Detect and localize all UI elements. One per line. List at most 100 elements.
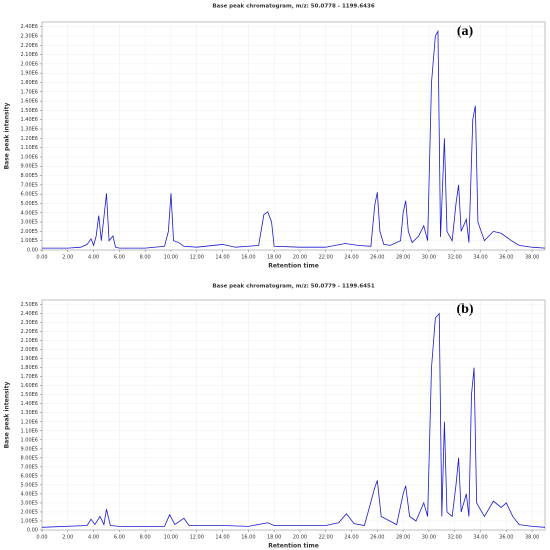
y-tick-label: 0.00 bbox=[27, 248, 38, 254]
y-tick-label: 3.00E5 bbox=[21, 500, 38, 506]
x-tick-label: 30.00 bbox=[422, 535, 436, 541]
y-tick-label: 2.50E6 bbox=[21, 302, 38, 308]
y-tick-label: 1.30E6 bbox=[21, 127, 38, 133]
x-tick-label: 2.00 bbox=[62, 535, 73, 541]
x-tick-label: 36.00 bbox=[499, 535, 513, 541]
y-tick-label: 1.40E6 bbox=[21, 117, 38, 123]
x-tick-label: 6.00 bbox=[114, 255, 125, 261]
y-tick-label: 1.10E6 bbox=[21, 145, 38, 151]
y-tick-label: 1.10E6 bbox=[21, 428, 38, 434]
y-tick-label: 2.40E6 bbox=[21, 311, 38, 317]
chart-title: Base peak chromatogram, m/z: 50.0778 - 1… bbox=[212, 4, 374, 10]
y-axis-label: Base peak intensity bbox=[4, 382, 11, 449]
x-tick-label: 20.00 bbox=[293, 535, 307, 541]
y-tick-label: 5.00E5 bbox=[21, 482, 38, 488]
y-tick-label: 2.20E6 bbox=[21, 329, 38, 335]
x-tick-label: 28.00 bbox=[396, 255, 410, 261]
y-tick-label: 1.60E6 bbox=[21, 383, 38, 389]
y-tick-label: 0.00 bbox=[27, 528, 38, 534]
y-tick-label: 1.90E6 bbox=[21, 356, 38, 362]
y-tick-label: 7.00E5 bbox=[21, 182, 38, 188]
y-tick-label: 1.80E6 bbox=[21, 365, 38, 371]
x-tick-label: 2.00 bbox=[62, 255, 73, 261]
y-tick-label: 2.10E6 bbox=[21, 338, 38, 344]
y-tick-label: 1.80E6 bbox=[21, 80, 38, 86]
y-tick-label: 2.00E6 bbox=[21, 347, 38, 353]
y-tick-label: 1.00E6 bbox=[21, 154, 38, 160]
y-tick-label: 2.10E6 bbox=[21, 52, 38, 58]
x-tick-label: 24.00 bbox=[344, 535, 358, 541]
y-tick-label: 2.30E6 bbox=[21, 320, 38, 326]
y-tick-label: 1.70E6 bbox=[21, 374, 38, 380]
x-tick-label: 0.00 bbox=[36, 255, 47, 261]
y-tick-label: 1.50E6 bbox=[21, 108, 38, 114]
x-tick-label: 18.00 bbox=[267, 535, 281, 541]
x-tick-label: 32.00 bbox=[448, 255, 462, 261]
y-tick-label: 3.00E5 bbox=[21, 220, 38, 226]
x-tick-label: 8.00 bbox=[140, 535, 151, 541]
x-tick-label: 32.00 bbox=[448, 535, 462, 541]
x-tick-label: 18.00 bbox=[267, 255, 281, 261]
y-tick-label: 1.20E6 bbox=[21, 419, 38, 425]
y-tick-label: 2.30E6 bbox=[21, 33, 38, 39]
x-tick-label: 22.00 bbox=[319, 255, 333, 261]
x-tick-label: 12.00 bbox=[190, 255, 204, 261]
y-tick-label: 1.40E6 bbox=[21, 401, 38, 407]
x-tick-label: 16.00 bbox=[241, 255, 255, 261]
y-tick-label: 1.00E5 bbox=[21, 238, 38, 244]
y-tick-label: 8.00E5 bbox=[21, 173, 38, 179]
x-tick-label: 34.00 bbox=[473, 535, 487, 541]
y-tick-label: 9.00E5 bbox=[21, 446, 38, 452]
y-tick-label: 6.00E5 bbox=[21, 192, 38, 198]
y-axis-label: Base peak intensity bbox=[4, 103, 11, 170]
x-tick-label: 22.00 bbox=[319, 535, 333, 541]
y-tick-label: 1.20E6 bbox=[21, 136, 38, 142]
y-tick-label: 1.50E6 bbox=[21, 392, 38, 398]
y-tick-label: 7.00E5 bbox=[21, 464, 38, 470]
x-tick-label: 8.00 bbox=[140, 255, 151, 261]
x-tick-label: 38.00 bbox=[525, 255, 539, 261]
x-tick-label: 14.00 bbox=[215, 255, 229, 261]
x-tick-label: 26.00 bbox=[370, 535, 384, 541]
x-tick-label: 6.00 bbox=[114, 535, 125, 541]
y-tick-label: 9.00E5 bbox=[21, 164, 38, 170]
x-tick-label: 30.00 bbox=[422, 255, 436, 261]
chromatogram-line bbox=[41, 312, 546, 528]
y-tick-label: 1.90E6 bbox=[21, 71, 38, 77]
panel-label: (a) bbox=[457, 24, 474, 39]
y-tick-label: 8.00E5 bbox=[21, 455, 38, 461]
y-tick-label: 2.00E5 bbox=[21, 509, 38, 515]
x-tick-label: 38.00 bbox=[525, 535, 539, 541]
y-tick-label: 1.00E5 bbox=[21, 518, 38, 524]
y-tick-label: 4.00E5 bbox=[21, 210, 38, 216]
x-tick-label: 28.00 bbox=[396, 535, 410, 541]
y-tick-label: 2.00E5 bbox=[21, 229, 38, 235]
y-tick-label: 5.00E5 bbox=[21, 201, 38, 207]
y-tick-label: 2.40E6 bbox=[21, 24, 38, 30]
y-tick-label: 2.00E6 bbox=[21, 61, 38, 67]
x-tick-label: 24.00 bbox=[344, 255, 358, 261]
x-tick-label: 26.00 bbox=[370, 255, 384, 261]
x-tick-label: 10.00 bbox=[164, 535, 178, 541]
x-tick-label: 4.00 bbox=[88, 255, 99, 261]
y-tick-label: 1.00E6 bbox=[21, 437, 38, 443]
y-tick-label: 6.00E5 bbox=[21, 473, 38, 479]
x-tick-label: 36.00 bbox=[499, 255, 513, 261]
plot-frame bbox=[41, 21, 546, 251]
y-tick-label: 4.00E5 bbox=[21, 491, 38, 497]
x-tick-label: 0.00 bbox=[36, 535, 47, 541]
plot-frame bbox=[41, 299, 546, 531]
y-tick-label: 1.30E6 bbox=[21, 410, 38, 416]
x-tick-label: 20.00 bbox=[293, 255, 307, 261]
y-tick-label: 2.20E6 bbox=[21, 43, 38, 49]
chromatogram-line bbox=[42, 29, 546, 249]
x-tick-label: 34.00 bbox=[473, 255, 487, 261]
y-tick-label: 1.70E6 bbox=[21, 89, 38, 95]
x-tick-label: 4.00 bbox=[88, 535, 99, 541]
x-axis-label: Retention time bbox=[268, 263, 319, 270]
y-tick-label: 1.60E6 bbox=[21, 99, 38, 105]
x-tick-label: 12.00 bbox=[190, 535, 204, 541]
x-tick-label: 14.00 bbox=[215, 535, 229, 541]
x-tick-label: 16.00 bbox=[241, 535, 255, 541]
